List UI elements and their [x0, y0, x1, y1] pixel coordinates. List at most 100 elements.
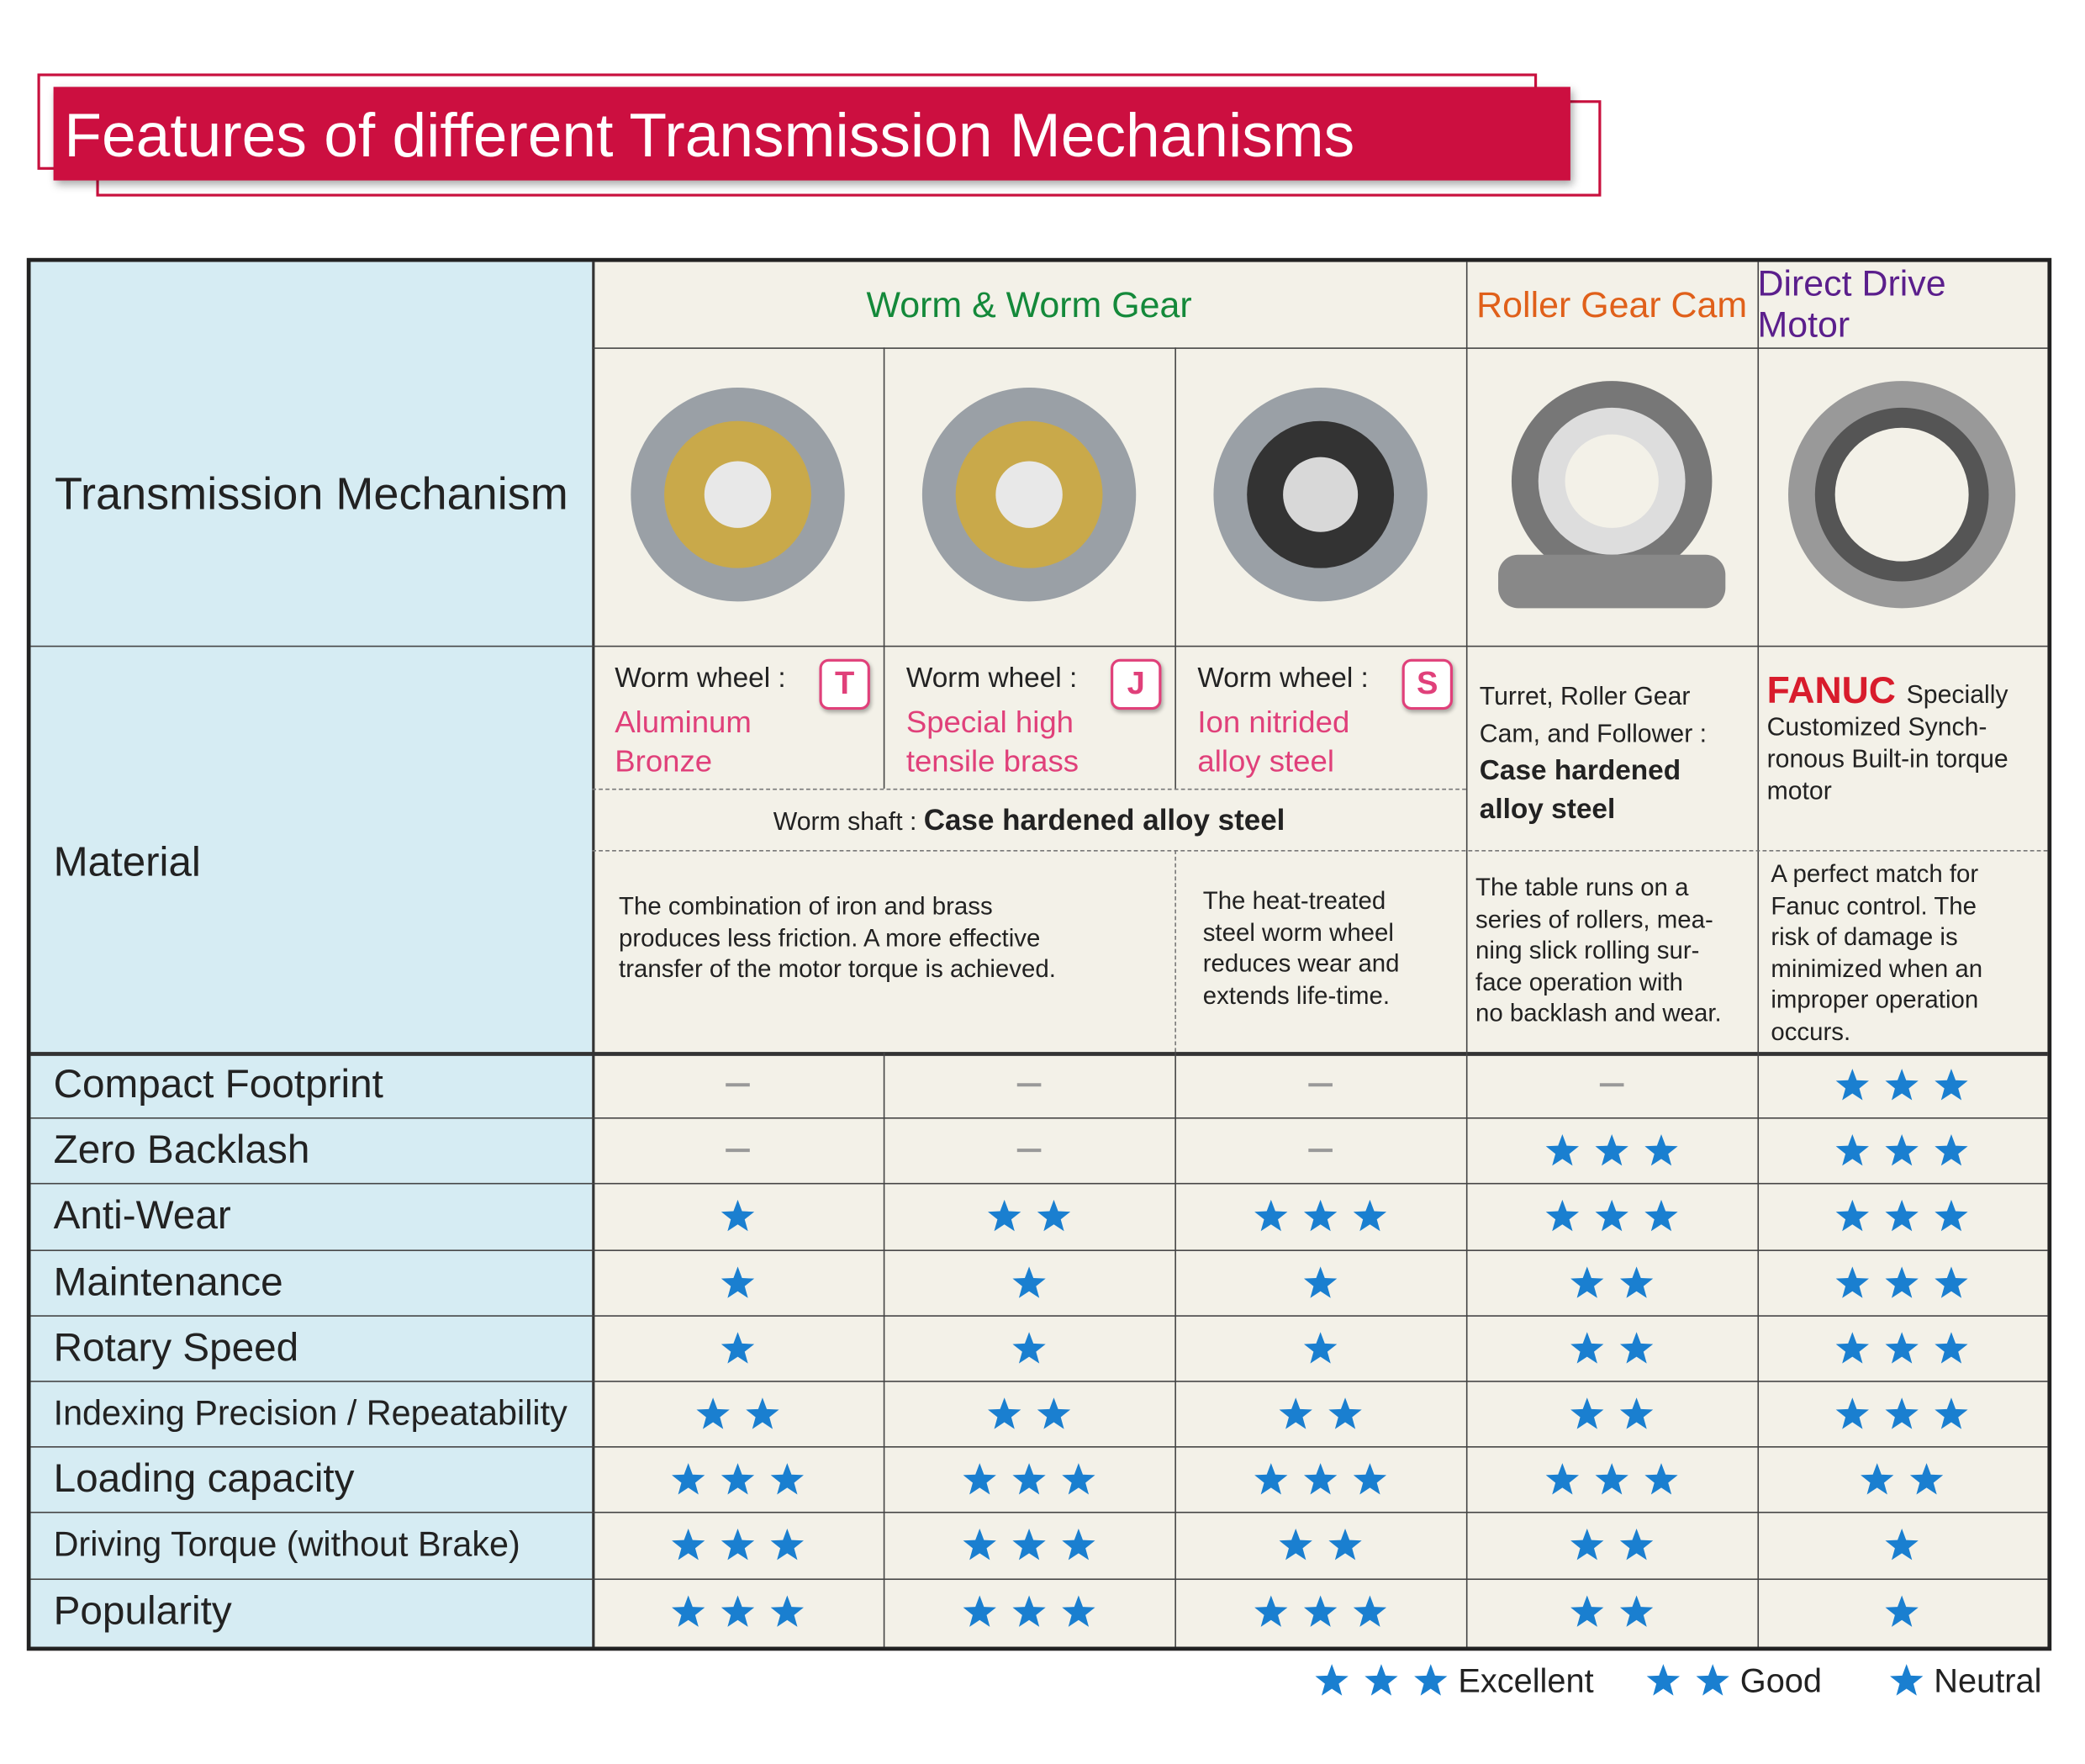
rule [592, 788, 1466, 790]
star [721, 1594, 755, 1627]
rating-cell [1835, 1397, 1968, 1429]
feature-label: Anti-Wear [53, 1194, 231, 1238]
feature-label: Indexing Precision / Repeatability [53, 1392, 567, 1434]
rating-cell [1835, 1200, 1968, 1232]
roller-text: Turret, Roller Gear Cam, and Follower : [1479, 683, 1708, 749]
rule [592, 850, 2048, 852]
star [1835, 1200, 1869, 1232]
rating-cell [672, 1594, 804, 1627]
brand: FANUC [1766, 669, 1896, 711]
direct-desc: Specially Customized Synch- ronous Built… [1766, 681, 2008, 806]
star [1364, 1664, 1398, 1696]
star [1619, 1594, 1654, 1627]
product-image [1788, 381, 2016, 609]
star [1353, 1594, 1387, 1627]
star [1835, 1265, 1869, 1298]
rating-cell [1599, 1083, 1624, 1087]
star [721, 1463, 755, 1495]
feature-label: Maintenance [53, 1260, 283, 1304]
badge: T [819, 658, 870, 710]
rating-cell [1545, 1134, 1678, 1166]
star [1835, 1134, 1869, 1166]
star [672, 1594, 705, 1627]
rating-cell [1254, 1463, 1387, 1495]
star [1646, 1664, 1681, 1696]
worm-wheel-material: Aluminum Bronze [615, 704, 752, 779]
product-images [631, 381, 2016, 609]
direct-text: FANUC Specially Customized Synch- ronous … [1766, 672, 2041, 836]
row-label: Material [53, 837, 201, 885]
star [770, 1529, 804, 1561]
star [1619, 1265, 1654, 1298]
rating-cell [988, 1397, 1071, 1429]
star [1935, 1331, 1968, 1364]
rule [30, 1314, 2048, 1317]
rating-cell [672, 1529, 804, 1561]
star [1861, 1463, 1894, 1495]
rating-cell [721, 1331, 755, 1364]
rule [1757, 1052, 1760, 1647]
worm-wheel-label: Worm wheel : [615, 663, 786, 695]
star [1935, 1200, 1968, 1232]
rule [30, 1512, 2048, 1514]
star [1885, 1200, 1919, 1232]
star [1935, 1265, 1968, 1298]
star [1885, 1265, 1919, 1298]
star [1570, 1331, 1604, 1364]
title-bar [53, 87, 1570, 181]
worm-shaft-material: Case hardened alloy steel [923, 803, 1285, 837]
star [1885, 1069, 1919, 1101]
rating-cell [988, 1200, 1071, 1232]
worm-wheel-label: Worm wheel : [1197, 663, 1369, 695]
rule [1174, 347, 1176, 789]
star [1644, 1134, 1678, 1166]
legend-stars [1646, 1664, 1729, 1696]
star [1353, 1463, 1387, 1495]
star [1885, 1594, 1919, 1627]
star [1315, 1664, 1349, 1696]
feature-label: Driving Torque (without Brake) [53, 1524, 520, 1565]
rule [30, 1052, 2048, 1056]
group-header: Roller Gear Cam [1476, 283, 1748, 325]
legend-label: Neutral [1934, 1662, 2042, 1701]
star [721, 1529, 755, 1561]
star [1644, 1463, 1678, 1495]
rating-cell [1885, 1529, 1919, 1561]
star [1890, 1664, 1924, 1696]
badge: J [1111, 658, 1162, 710]
product-image [1213, 388, 1428, 602]
rule [1465, 261, 1468, 1053]
rating-cell [1545, 1463, 1678, 1495]
star [1885, 1529, 1919, 1561]
star [1303, 1594, 1338, 1627]
rule [883, 347, 885, 789]
star [1619, 1331, 1654, 1364]
worm-wheel-material: Ion nitrided alloy steel [1197, 704, 1350, 779]
star [1545, 1463, 1580, 1495]
star [1062, 1594, 1095, 1627]
star [1935, 1069, 1968, 1101]
star [1570, 1397, 1604, 1429]
legend-stars [1890, 1664, 1924, 1696]
corner-label: Transmission Mechanism [55, 468, 568, 520]
group-header: Worm & Worm Gear [866, 283, 1192, 325]
star [1303, 1463, 1338, 1495]
worm-wheel-label: Worm wheel : [905, 663, 1078, 695]
rating-cell [1861, 1463, 1944, 1495]
rating-cell [1254, 1594, 1387, 1627]
rating-cell [1570, 1529, 1654, 1561]
star [1254, 1594, 1288, 1627]
rule [1465, 1052, 1468, 1647]
legend-label: Good [1739, 1662, 1823, 1701]
rating-cell [1303, 1265, 1338, 1298]
rating-cell [1835, 1331, 1968, 1364]
description: The heat-treated steel worm wheel reduce… [1202, 885, 1400, 1009]
feature-label: Loading capacity [53, 1457, 355, 1502]
badge: S [1401, 658, 1454, 710]
rule [1174, 850, 1176, 1053]
product-image [631, 388, 845, 602]
star [1062, 1529, 1095, 1561]
star [770, 1463, 804, 1495]
star [1885, 1331, 1919, 1364]
rating-cell [963, 1594, 1095, 1627]
